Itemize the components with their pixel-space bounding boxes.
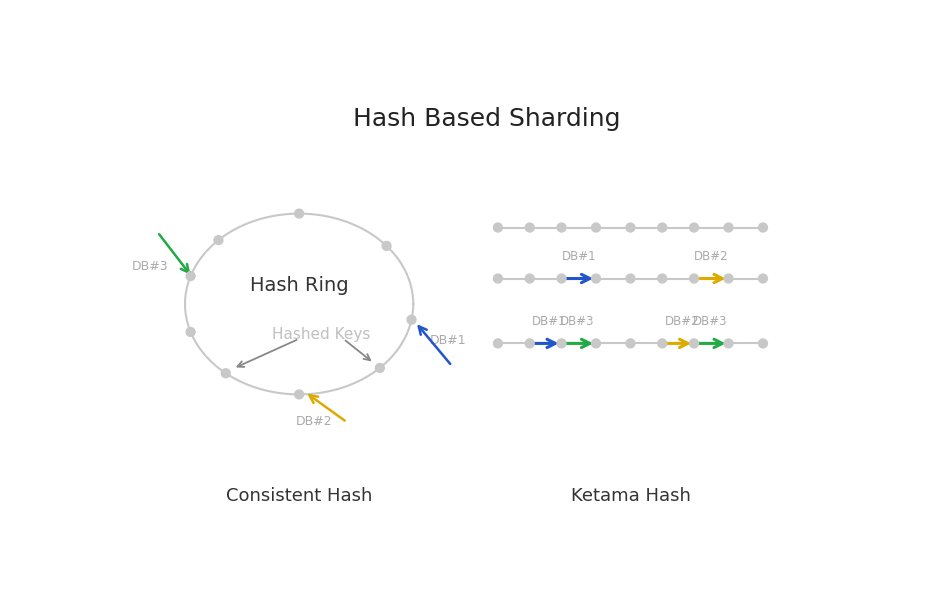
Point <box>687 274 702 284</box>
Text: Hash Based Sharding: Hash Based Sharding <box>353 107 620 131</box>
Point <box>655 223 670 232</box>
Text: DB#1: DB#1 <box>430 334 466 347</box>
Text: Hashed Keys: Hashed Keys <box>272 327 370 342</box>
Point <box>687 223 702 232</box>
Text: DB#3: DB#3 <box>693 315 727 328</box>
Point <box>721 338 736 348</box>
Point <box>588 223 603 232</box>
Point <box>404 315 419 324</box>
Point <box>721 223 736 232</box>
Point <box>490 274 505 284</box>
Point <box>755 338 770 348</box>
Point <box>755 223 770 232</box>
Point <box>755 274 770 284</box>
Text: DB#2: DB#2 <box>664 315 699 328</box>
Point <box>292 209 307 219</box>
Text: DB#3: DB#3 <box>560 315 595 328</box>
Point <box>623 338 638 348</box>
Text: DB#3: DB#3 <box>132 260 168 273</box>
Text: DB#1: DB#1 <box>532 315 566 328</box>
Point <box>211 235 226 245</box>
Point <box>183 327 199 337</box>
Point <box>655 274 670 284</box>
Text: Consistent Hash: Consistent Hash <box>226 488 372 506</box>
Point <box>588 274 603 284</box>
Point <box>379 241 394 250</box>
Text: Hash Ring: Hash Ring <box>250 276 349 295</box>
Point <box>554 274 569 284</box>
Point <box>554 338 569 348</box>
Point <box>554 223 569 232</box>
Point <box>490 338 505 348</box>
Point <box>490 223 505 232</box>
Point <box>292 389 307 399</box>
Point <box>721 274 736 284</box>
Text: DB#1: DB#1 <box>561 250 596 263</box>
Text: Ketama Hash: Ketama Hash <box>571 488 691 506</box>
Text: DB#2: DB#2 <box>295 415 332 428</box>
Point <box>623 223 638 232</box>
Point <box>655 338 670 348</box>
Point <box>372 363 388 373</box>
Point <box>687 338 702 348</box>
Point <box>522 338 538 348</box>
Point <box>218 368 234 378</box>
Point <box>623 274 638 284</box>
Point <box>522 274 538 284</box>
Point <box>588 338 603 348</box>
Point <box>522 223 538 232</box>
Point <box>183 272 199 281</box>
Text: DB#2: DB#2 <box>694 250 729 263</box>
